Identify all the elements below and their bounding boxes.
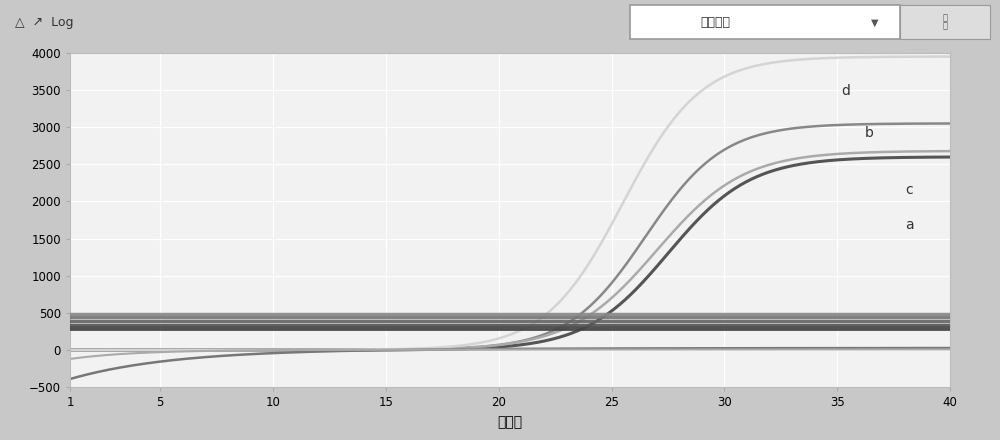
Text: c: c <box>905 183 912 197</box>
Text: 扩增曲线: 扩增曲线 <box>700 15 730 29</box>
Text: ▼: ▼ <box>871 18 879 28</box>
FancyBboxPatch shape <box>630 5 900 39</box>
Text: △  ↗  Log: △ ↗ Log <box>15 16 74 29</box>
Text: d: d <box>842 84 851 99</box>
Text: a: a <box>905 218 913 232</box>
Text: ⤢
⤡: ⤢ ⤡ <box>942 14 948 30</box>
Text: b: b <box>864 126 873 140</box>
FancyBboxPatch shape <box>900 5 990 39</box>
X-axis label: 循环数: 循环数 <box>497 415 523 429</box>
